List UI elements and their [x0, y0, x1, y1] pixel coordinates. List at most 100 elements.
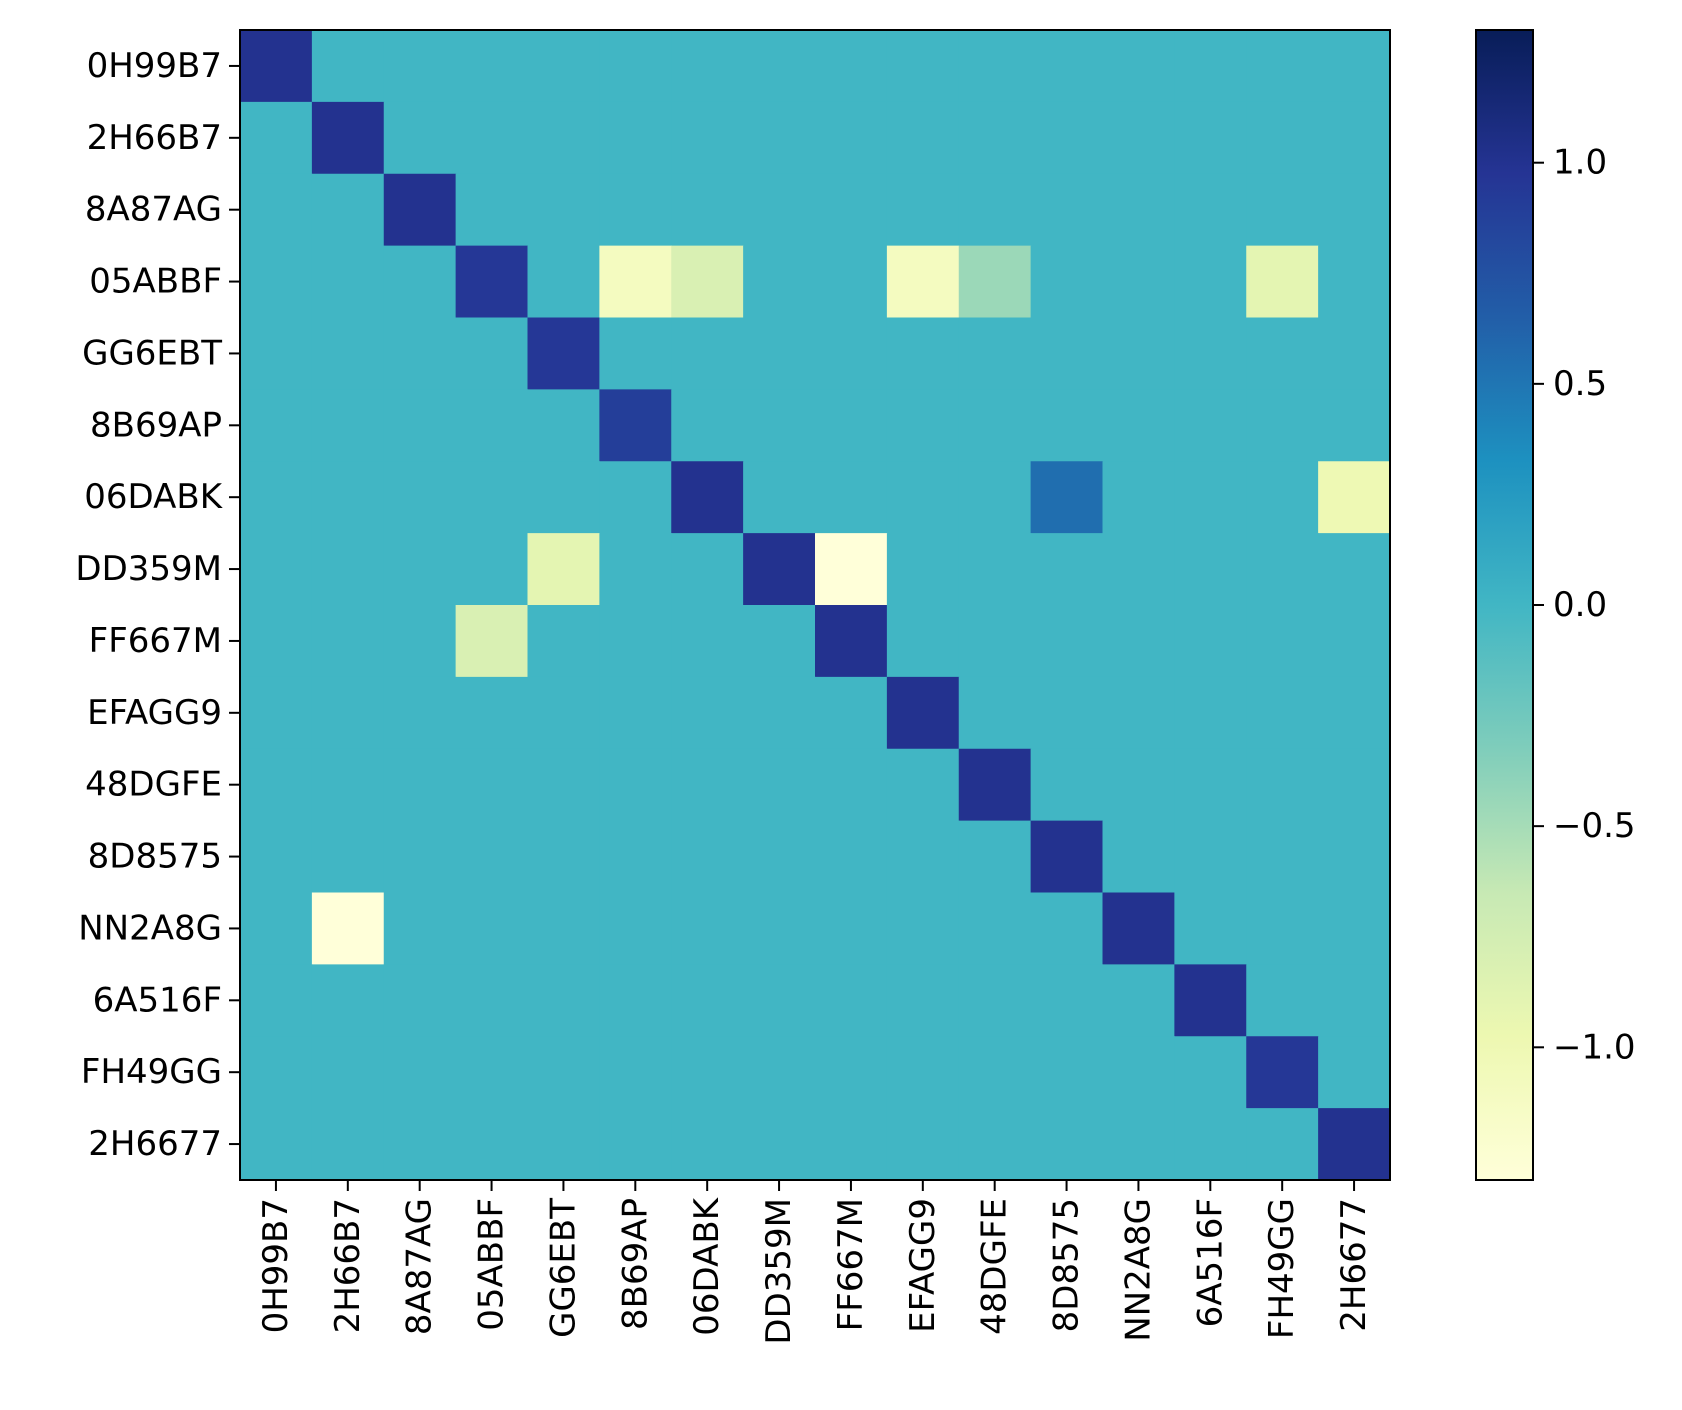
x-tick-label: DD359M: [759, 1198, 799, 1345]
heatmap-cell: [1318, 964, 1391, 1037]
heatmap-cell: [1030, 892, 1104, 965]
x-tick-labels: 0H99B7 2H66B7 8A87AG 05ABBF GG6EBT 8B69AP 06DA…: [256, 1180, 1374, 1345]
heatmap-cell: [886, 173, 960, 247]
heatmap-cell: [311, 1108, 385, 1181]
heatmap-cell: [1318, 820, 1391, 894]
heatmap-cell: [311, 605, 385, 678]
heatmap-cell: [671, 605, 744, 678]
heatmap-cell: [527, 317, 600, 390]
y-tick-label: 05ABBF: [89, 262, 222, 302]
heatmap-cell: [383, 964, 457, 1037]
heatmap-cell: [958, 676, 1032, 750]
colorbar-ticks: 1.0 0.5 0.0 −0.5 −1.0: [1533, 143, 1636, 1067]
heatmap-cell: [455, 892, 529, 965]
heatmap-cell: [240, 101, 313, 175]
heatmap-cell: [455, 1108, 529, 1181]
heatmap-cell: [599, 533, 672, 606]
y-tick-label: 2H66B7: [87, 118, 222, 158]
heatmap-cell: [815, 30, 888, 103]
heatmap-cell: [743, 964, 816, 1037]
heatmap-cell: [743, 676, 816, 750]
heatmap-cell: [1102, 892, 1175, 965]
heatmap-cell: [1246, 317, 1319, 390]
y-tick-label: 8A87AG: [85, 190, 222, 230]
heatmap-cell: [1246, 892, 1319, 965]
heatmap-cell: [1102, 173, 1175, 247]
heatmap-cell: [886, 389, 960, 462]
heatmap-cell: [743, 173, 816, 247]
heatmap-cell: [815, 317, 888, 390]
heatmap-cell: [383, 820, 457, 894]
heatmap-cell: [1030, 30, 1104, 103]
heatmap-cell: [743, 533, 816, 606]
x-tick-label: 8D8575: [1047, 1198, 1087, 1332]
heatmap-cell: [311, 173, 385, 247]
heatmap-cell: [815, 820, 888, 894]
heatmap-cell: [1174, 605, 1247, 678]
heatmap-cell: [886, 1036, 960, 1109]
heatmap-cell: [743, 317, 816, 390]
heatmap-cell: [1174, 101, 1247, 175]
heatmap-cell: [311, 245, 385, 319]
heatmap-cell: [1246, 748, 1319, 822]
heatmap-cell: [455, 1036, 529, 1109]
heatmap-cell: [240, 389, 313, 462]
heatmap-cell: [958, 1108, 1032, 1181]
heatmap-cell: [1318, 1036, 1391, 1109]
heatmap-cell: [599, 389, 672, 462]
heatmap-cell: [455, 245, 529, 319]
heatmap-cell: [527, 964, 600, 1037]
heatmap-cell: [1174, 1108, 1247, 1181]
heatmap-cell: [527, 245, 600, 319]
heatmap-cell: [455, 605, 529, 678]
heatmap-cell: [743, 461, 816, 534]
heatmap-cell: [1318, 173, 1391, 247]
heatmap-cell: [240, 676, 313, 750]
heatmap-cell: [815, 892, 888, 965]
heatmap-cell: [599, 317, 672, 390]
heatmap-cell: [527, 1036, 600, 1109]
heatmap-cell: [311, 676, 385, 750]
heatmap-cell: [671, 748, 744, 822]
heatmap-cell: [1246, 461, 1319, 534]
heatmap-cell: [311, 820, 385, 894]
heatmap-cell: [1030, 676, 1104, 750]
heatmap-cell: [743, 748, 816, 822]
heatmap-cell: [311, 748, 385, 822]
heatmap-cell: [1030, 389, 1104, 462]
heatmap-cell: [1030, 461, 1104, 534]
heatmap-cell: [311, 101, 385, 175]
heatmap-cell: [1102, 245, 1175, 319]
y-tick-label: EFAGG9: [87, 693, 222, 733]
heatmap-cell: [958, 533, 1032, 606]
heatmap-cell: [1246, 1108, 1319, 1181]
heatmap-cell: [383, 605, 457, 678]
heatmap-cell: [1030, 748, 1104, 822]
heatmap-cell: [311, 892, 385, 965]
heatmap-cell: [886, 461, 960, 534]
heatmap-cell: [958, 1036, 1032, 1109]
heatmap-cell: [311, 964, 385, 1037]
heatmap-cell: [815, 245, 888, 319]
heatmap-cell: [240, 820, 313, 894]
heatmap-cell: [240, 1108, 313, 1181]
heatmap-cell: [1030, 245, 1104, 319]
x-tick-label: NN2A8G: [1118, 1198, 1158, 1342]
heatmap-cell: [958, 173, 1032, 247]
heatmap-cell: [671, 461, 744, 534]
heatmap-cell: [1030, 533, 1104, 606]
heatmap-cell: [958, 820, 1032, 894]
y-tick-label: 8B69AP: [90, 405, 222, 445]
heatmap-cell: [311, 1036, 385, 1109]
heatmap-cell: [1246, 676, 1319, 750]
heatmap-cell: [240, 748, 313, 822]
x-tick-label: 8A87AG: [400, 1198, 440, 1335]
heatmap-cell: [1246, 389, 1319, 462]
heatmap-cell: [383, 533, 457, 606]
heatmap-cell: [671, 389, 744, 462]
heatmap-cell: [1030, 1108, 1104, 1181]
x-tick-label: FH49GG: [1262, 1198, 1302, 1339]
colorbar-tick-label: 0.5: [1553, 364, 1607, 404]
heatmap-cell: [1246, 245, 1319, 319]
heatmap-cell: [527, 820, 600, 894]
